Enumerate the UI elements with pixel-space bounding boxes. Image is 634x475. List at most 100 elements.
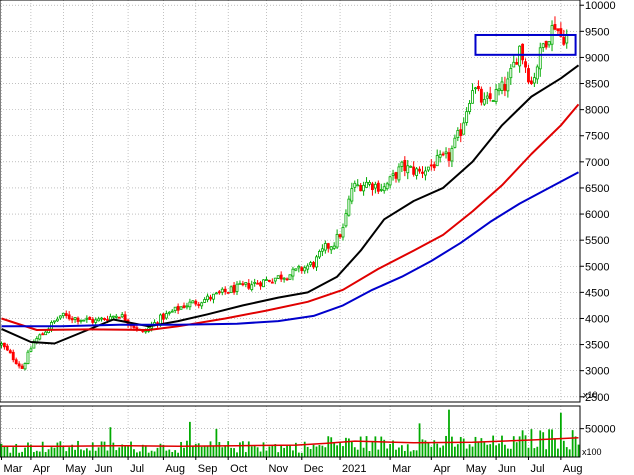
- volume-bar: [465, 448, 468, 457]
- candle-body: [244, 282, 248, 285]
- volume-bar: [324, 447, 327, 457]
- candle-body: [61, 312, 65, 317]
- price-tick-label: 9000: [585, 52, 609, 64]
- price-tick-label: 6500: [585, 183, 609, 195]
- volume-bar: [271, 445, 274, 457]
- moving-average-line-3: [1, 171, 579, 328]
- volume-bar: [165, 450, 168, 457]
- volume-bar: [144, 445, 147, 457]
- candle-body: [382, 186, 386, 192]
- candle-body: [17, 363, 21, 367]
- candle-body: [547, 41, 551, 46]
- candle-body: [91, 319, 95, 323]
- volume-bar: [380, 436, 383, 457]
- volume-bar: [551, 429, 553, 457]
- candle-body: [362, 184, 366, 192]
- candle-body: [538, 47, 542, 70]
- volume-bar: [462, 438, 465, 457]
- candle-body: [544, 40, 548, 48]
- volume-bar: [18, 452, 21, 457]
- price-tick-label: 3500: [585, 340, 609, 352]
- price-tick-label: 4000: [585, 313, 609, 325]
- volume-bar: [212, 445, 215, 457]
- volume-bar: [32, 452, 35, 457]
- volume-bar: [253, 445, 256, 457]
- volume-bar: [100, 441, 103, 457]
- candle-body: [365, 181, 368, 188]
- volume-bar: [177, 452, 180, 457]
- candle-body: [527, 68, 530, 83]
- candle-body: [203, 299, 207, 303]
- volume-bar: [377, 449, 380, 457]
- volume-bar: [504, 444, 506, 457]
- volume-bar: [545, 449, 548, 457]
- price-tick-label: 7500: [585, 131, 609, 143]
- volume-bar: [109, 427, 112, 457]
- volume-bar: [512, 436, 515, 457]
- volume-bar: [147, 452, 150, 457]
- candle-body: [100, 317, 104, 320]
- volume-bar: [159, 443, 162, 457]
- volume-bar: [536, 446, 539, 457]
- annotation-box: [474, 33, 577, 56]
- volume-bar: [374, 436, 377, 457]
- candle-body: [288, 274, 292, 280]
- candle-body: [488, 93, 492, 100]
- candle-body: [482, 98, 486, 105]
- candle-body: [279, 274, 283, 280]
- candle-body: [123, 314, 127, 322]
- candle-body: [465, 111, 469, 123]
- time-tick-label: Mar: [392, 463, 411, 475]
- candle-body: [541, 43, 545, 48]
- candle-body: [500, 81, 504, 91]
- volume-bar: [371, 440, 374, 457]
- candle-body: [503, 84, 507, 91]
- volume-bar: [368, 451, 371, 457]
- candle-body: [373, 183, 377, 189]
- price-axis: 2500 3000 3500 4000 4500 5000 5500 6000 6500 7000…: [580, 0, 616, 404]
- time-tick-label: Sep: [198, 463, 218, 475]
- volume-bar: [130, 441, 132, 457]
- candle-body: [179, 306, 183, 310]
- candle-body: [388, 176, 392, 186]
- volume-bar: [0, 443, 3, 457]
- candle-body: [164, 313, 168, 319]
- volume-bar: [94, 450, 97, 457]
- volume-bar: [295, 442, 297, 457]
- time-tick-label: Jun: [95, 463, 113, 475]
- candle-body: [297, 265, 301, 269]
- volume-bar: [300, 452, 303, 457]
- volume-bar: [136, 452, 138, 457]
- moving-average-lines: [1, 64, 580, 345]
- candle-body: [79, 319, 83, 322]
- candle-body: [371, 183, 374, 191]
- volume-bar: [174, 450, 177, 457]
- candle-body: [391, 173, 395, 176]
- candle-body: [403, 160, 407, 172]
- candle-body: [265, 279, 268, 281]
- volume-bar: [427, 442, 430, 457]
- volume-bar: [191, 445, 194, 457]
- time-tick-label: Apr: [433, 463, 450, 475]
- volume-bar: [259, 451, 262, 457]
- volume-bar: [362, 447, 365, 457]
- candle-body: [497, 88, 501, 92]
- volume-bar: [262, 442, 265, 457]
- volume-bar: [477, 441, 480, 457]
- volume-bar: [115, 450, 118, 457]
- candle-body: [167, 311, 171, 314]
- candle-body: [273, 277, 277, 282]
- volume-bar: [44, 452, 47, 457]
- volume-bar: [421, 439, 424, 457]
- candle-body: [170, 310, 174, 313]
- volume-bar: [250, 446, 253, 457]
- volume-bar: [30, 444, 32, 457]
- volume-bar: [506, 448, 509, 457]
- price-tick-label: 5000: [585, 261, 609, 273]
- volume-bar: [456, 444, 459, 457]
- price-tick-label: 2500: [585, 392, 609, 404]
- volume-bar: [330, 437, 333, 457]
- volume-bar: [557, 448, 559, 457]
- volume-bar: [315, 446, 318, 457]
- candle-body: [120, 314, 124, 318]
